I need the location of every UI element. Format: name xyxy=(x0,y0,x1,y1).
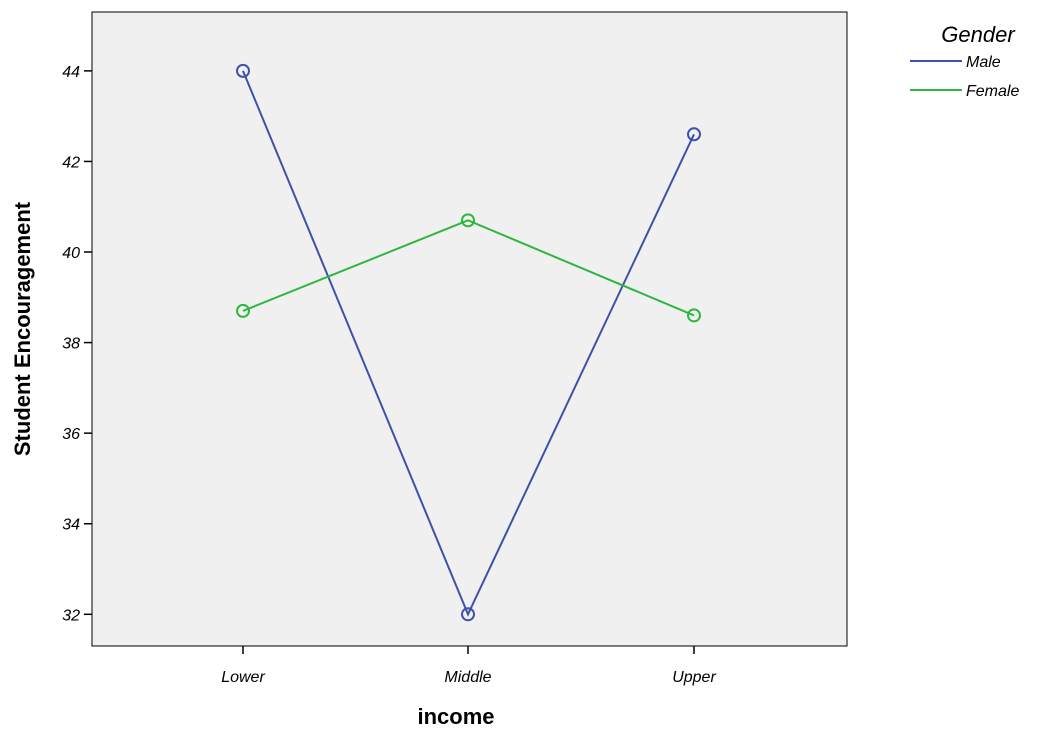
x-axis-title: income xyxy=(417,704,494,729)
legend-title: Gender xyxy=(941,22,1016,47)
x-tick-label: Middle xyxy=(444,669,491,686)
legend-label-female: Female xyxy=(966,83,1019,100)
y-tick-label: 40 xyxy=(62,245,80,262)
data-point-female xyxy=(461,213,475,228)
y-tick-label: 42 xyxy=(62,154,80,171)
y-tick-label: 44 xyxy=(62,64,80,81)
y-tick-label: 38 xyxy=(62,336,80,353)
series-line-female xyxy=(242,219,695,317)
x-tick-label: Upper xyxy=(672,669,716,686)
data-point-male xyxy=(236,63,250,78)
series-line-male xyxy=(242,70,695,617)
data-point-female xyxy=(687,308,701,323)
plot-area xyxy=(91,11,848,647)
data-point-female xyxy=(236,303,250,318)
y-axis-title: Student Encouragement xyxy=(10,201,35,456)
y-tick-label: 32 xyxy=(62,607,80,624)
y-axis: 32 34 36 38 40 42 44 xyxy=(62,64,92,624)
legend-items: Male Female xyxy=(910,54,1019,100)
legend: Gender Male Female xyxy=(910,22,1019,100)
x-axis: Lower Middle Upper xyxy=(221,646,716,686)
legend-label-male: Male xyxy=(966,54,1001,71)
y-tick-label: 34 xyxy=(62,517,80,534)
x-tick-label: Lower xyxy=(221,669,265,686)
y-tick-label: 36 xyxy=(62,426,80,443)
data-point-male xyxy=(687,127,701,142)
series-layer xyxy=(236,63,701,622)
data-point-male xyxy=(461,607,475,622)
